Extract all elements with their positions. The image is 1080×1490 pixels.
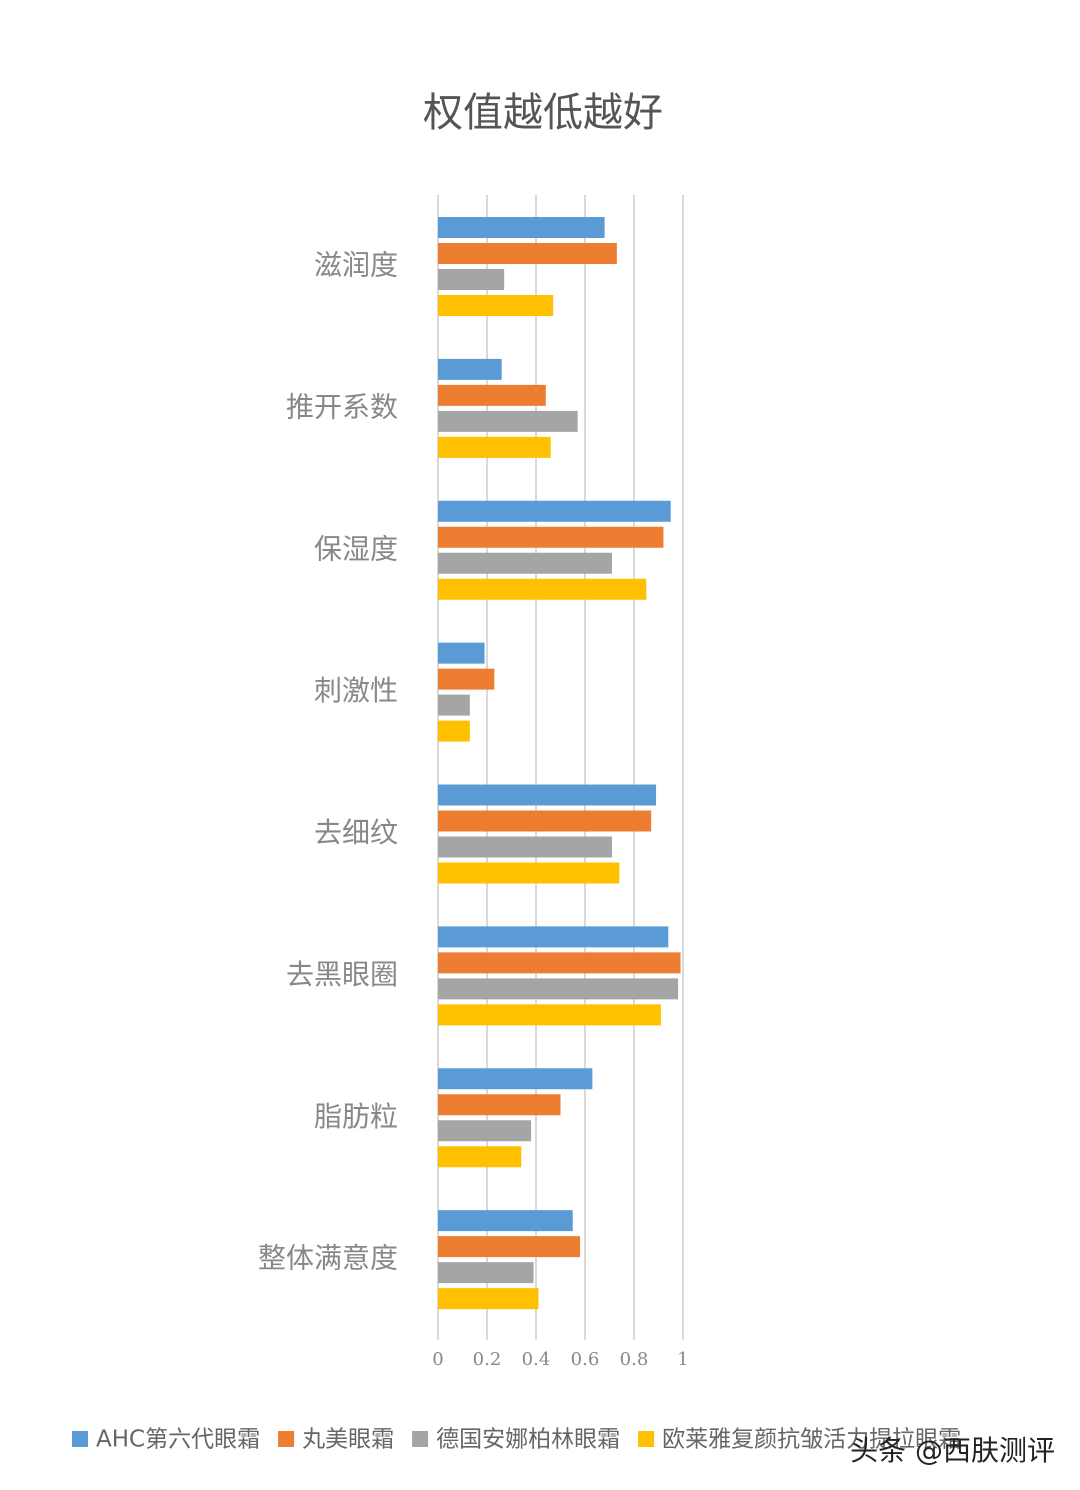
bar [438,269,505,290]
bar [438,1094,561,1116]
bar [438,668,495,690]
legend-label: 丸美眼霜 [302,1427,394,1453]
bar [438,978,679,1000]
y-tick-label: 去细纹 [314,816,398,849]
x-tick-label: 0 [432,1349,443,1370]
bar [438,1236,581,1258]
bar [438,1210,573,1232]
bar [438,500,671,522]
bar [438,384,546,406]
bar [438,1120,532,1142]
bar [438,694,470,716]
y-tick-label: 刺激性 [314,674,398,707]
x-tick-label: 0.6 [571,1349,600,1370]
bar [438,1068,593,1090]
bar [438,784,657,806]
bar [438,526,664,548]
bar [438,552,612,574]
y-tick-label: 滋润度 [314,249,398,282]
bar [438,810,652,832]
bar [438,1288,539,1310]
legend-marker [638,1431,655,1447]
y-tick-label: 脂肪粒 [314,1100,398,1133]
bar [438,410,578,432]
legend-marker [412,1431,429,1447]
bar [438,836,612,858]
chart-title: 权值越低越好 [423,90,663,136]
x-tick-label: 0.4 [522,1349,551,1370]
legend-label: 欧莱雅复颜抗皱活力提拉眼霜 [662,1427,961,1453]
legend-label: AHC第六代眼霜 [96,1427,260,1453]
bar [438,1262,534,1284]
bar [438,642,485,664]
bar [438,862,620,884]
x-tick-label: 1 [677,1349,688,1370]
legend-marker [72,1431,88,1447]
bar [438,926,669,948]
y-tick-label: 整体满意度 [258,1242,398,1275]
y-tick-label: 保湿度 [314,532,398,565]
bar [438,436,551,458]
y-tick-label: 去黑眼圈 [286,958,398,991]
legend-label: 德国安娜柏林眼霜 [436,1427,620,1453]
x-tick-label: 0.8 [620,1349,649,1370]
bar [438,295,554,316]
bar [438,578,647,600]
x-tick-label: 0.2 [473,1349,502,1370]
bar [438,358,502,380]
bar [438,217,605,238]
bar [438,1004,661,1026]
bar [438,720,470,742]
bar [438,1146,522,1168]
legend-marker [278,1431,295,1447]
bar [438,952,681,974]
y-tick-label: 推开系数 [286,390,398,423]
watermark: 头条 @西肤测评 [850,1434,1055,1467]
bar [438,243,617,264]
